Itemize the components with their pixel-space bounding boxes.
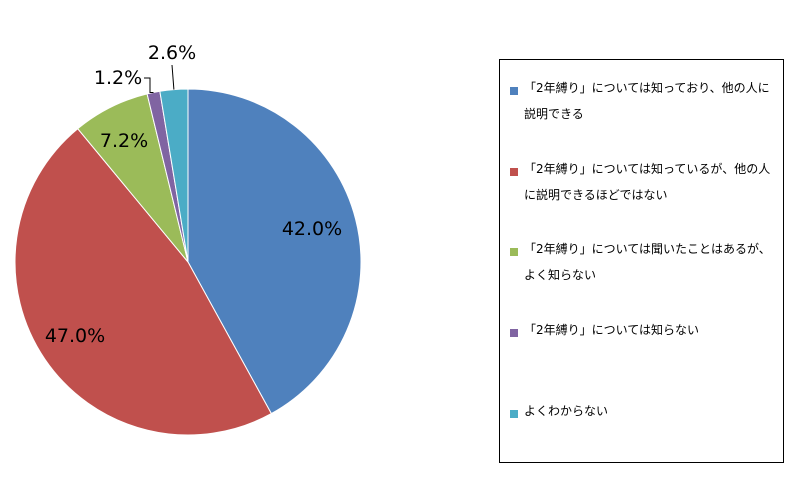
legend-item: よくわからない bbox=[510, 404, 778, 424]
legend-label: 「2年縛り」については知らない bbox=[524, 323, 700, 337]
leader-line bbox=[171, 64, 175, 90]
legend-swatch bbox=[510, 87, 518, 95]
legend-swatch bbox=[510, 410, 518, 418]
legend: 「2年縛り」については知っており、他の人に説明できる 「2年縛り」については知っ… bbox=[499, 59, 784, 463]
legend-label: 「2年縛り」については知っているが、他の人に説明できるほどではない bbox=[524, 162, 771, 202]
data-label: 47.0% bbox=[45, 325, 105, 347]
legend-label: 「2年縛り」については聞いたことはあるが、よく知らない bbox=[524, 242, 771, 282]
data-label: 42.0% bbox=[282, 218, 342, 240]
legend-swatch bbox=[510, 329, 518, 337]
leader-lines bbox=[144, 64, 175, 93]
legend-item: 「2年縛り」については知らない bbox=[510, 323, 778, 343]
data-label: 2.6% bbox=[148, 42, 196, 64]
legend-label: 「2年縛り」については知っており、他の人に説明できる bbox=[524, 81, 770, 121]
legend-swatch bbox=[510, 248, 518, 256]
pie-slice bbox=[14, 127, 273, 436]
pie-slices bbox=[14, 88, 362, 436]
leader-line bbox=[144, 77, 154, 93]
pie-slice bbox=[187, 88, 362, 415]
legend-item: 「2年縛り」については知っており、他の人に説明できる bbox=[510, 81, 778, 127]
legend-item: 「2年縛り」については知っているが、他の人に説明できるほどではない bbox=[510, 162, 778, 208]
legend-label: よくわからない bbox=[524, 404, 609, 418]
legend-swatch bbox=[510, 168, 518, 176]
legend-item: 「2年縛り」については聞いたことはあるが、よく知らない bbox=[510, 242, 778, 288]
data-label: 1.2% bbox=[94, 67, 142, 89]
data-label: 7.2% bbox=[100, 130, 148, 152]
data-labels: 42.0% 47.0% 7.2% 1.2% 2.6% bbox=[45, 42, 342, 347]
